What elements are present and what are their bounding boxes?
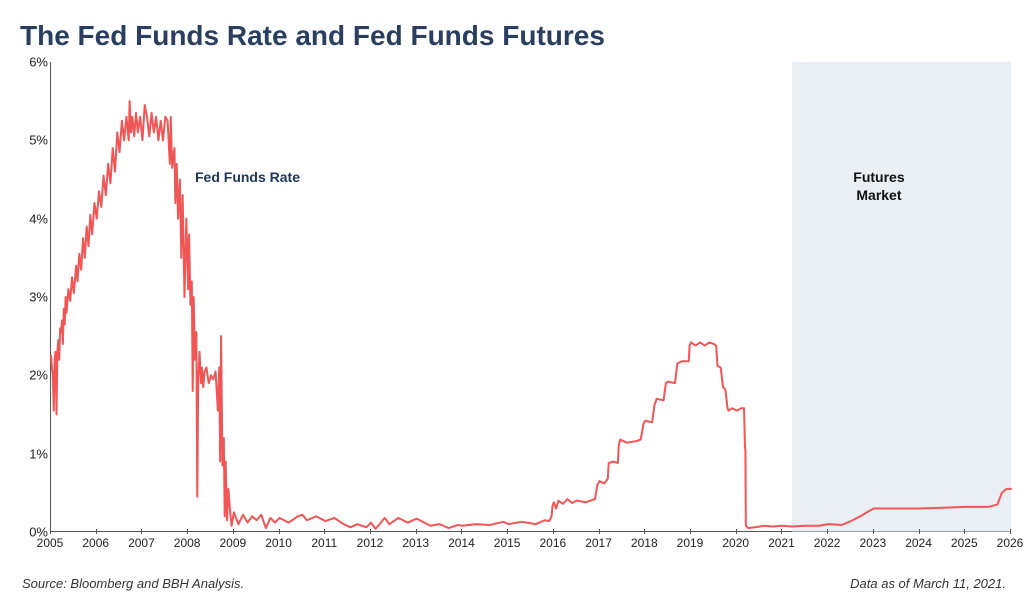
chart-container: 0%1%2%3%4%5%6% Fed Funds RateFuturesMark… <box>20 62 1010 552</box>
chart-title: The Fed Funds Rate and Fed Funds Futures <box>20 20 1014 52</box>
y-tick-label: 2% <box>29 368 48 383</box>
x-tick-label: 2013 <box>402 536 429 550</box>
x-tick-label: 2012 <box>357 536 384 550</box>
x-tick-label: 2026 <box>997 536 1024 550</box>
x-tick-label: 2009 <box>219 536 246 550</box>
plot-area: Fed Funds Rate FuturesMarket <box>50 62 1010 532</box>
y-axis: 0%1%2%3%4%5%6% <box>20 62 50 532</box>
y-tick-label: 3% <box>29 290 48 305</box>
x-tick-label: 2025 <box>951 536 978 550</box>
x-tick-label: 2018 <box>631 536 658 550</box>
x-tick-label: 2019 <box>677 536 704 550</box>
y-tick-label: 5% <box>29 133 48 148</box>
source-label: Source: Bloomberg and BBH Analysis. <box>22 576 244 591</box>
x-axis: 2005200620072008200920102011201220132014… <box>50 534 1010 552</box>
x-tick-label: 2023 <box>859 536 886 550</box>
x-tick-label: 2015 <box>494 536 521 550</box>
x-tick-label: 2020 <box>722 536 749 550</box>
x-tick-label: 2007 <box>128 536 155 550</box>
fed-funds-line <box>51 101 1011 529</box>
series-label: Fed Funds Rate <box>195 168 300 186</box>
series-label: FuturesMarket <box>853 168 904 204</box>
x-tick-label: 2005 <box>37 536 64 550</box>
x-tick-label: 2016 <box>539 536 566 550</box>
x-tick-label: 2006 <box>82 536 109 550</box>
line-series <box>51 62 1011 532</box>
x-tick-label: 2008 <box>174 536 201 550</box>
chart-footer: Source: Bloomberg and BBH Analysis. Data… <box>22 576 1006 591</box>
y-tick-label: 6% <box>29 55 48 70</box>
x-tick-label: 2022 <box>814 536 841 550</box>
y-tick-label: 4% <box>29 211 48 226</box>
x-tick-label: 2021 <box>768 536 795 550</box>
x-tick-label: 2017 <box>585 536 612 550</box>
x-tick-label: 2024 <box>905 536 932 550</box>
x-tick-label: 2011 <box>311 536 337 550</box>
asof-label: Data as of March 11, 2021. <box>850 576 1006 591</box>
x-tick-label: 2014 <box>448 536 475 550</box>
x-tick-label: 2010 <box>265 536 292 550</box>
y-tick-label: 1% <box>29 446 48 461</box>
